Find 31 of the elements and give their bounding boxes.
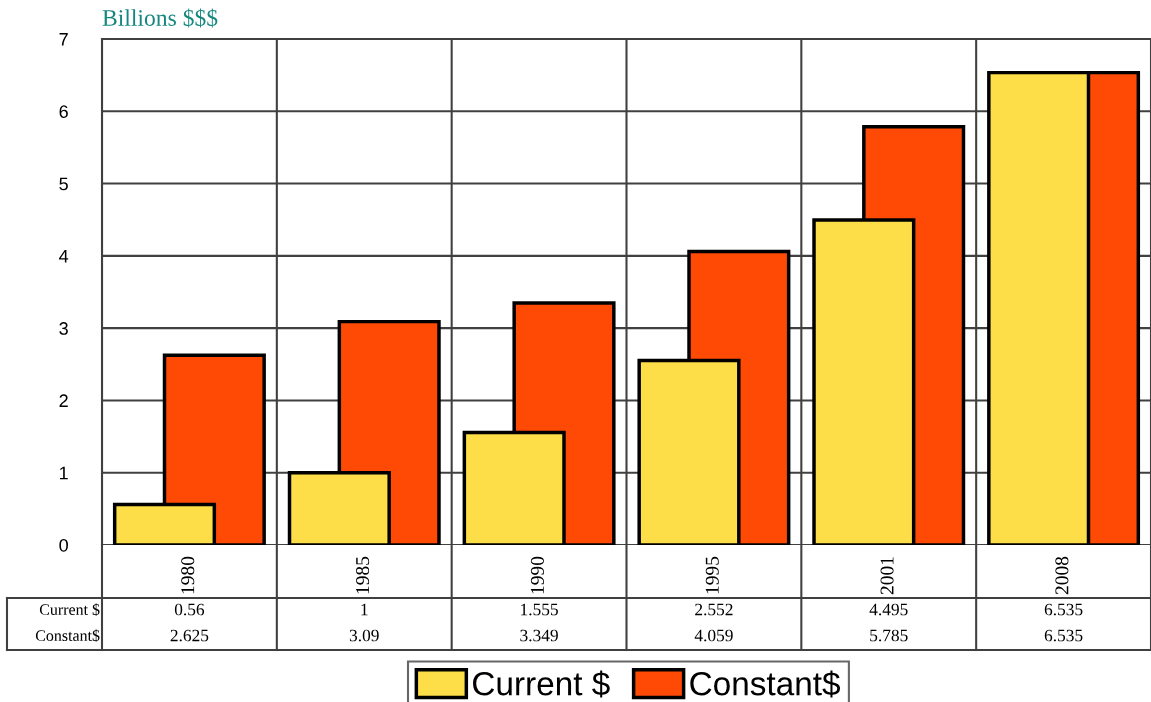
- y-tick-label: 4: [59, 249, 69, 263]
- y-tick-label: 2: [59, 394, 68, 407]
- legend-label: Current $: [473, 670, 610, 698]
- data-label: 3.09: [349, 629, 379, 642]
- text: Constant$: [35, 629, 100, 643]
- data-label: 0.56: [174, 603, 205, 616]
- y-tick-label: 3: [59, 322, 68, 335]
- y-tick-label: 5: [59, 177, 68, 191]
- legend-label: Constant$: [690, 670, 841, 698]
- data-label: 1.555: [521, 603, 558, 616]
- data-label: 4.059: [694, 629, 733, 642]
- y-tick-label: 0: [59, 538, 68, 552]
- y-tick-label: 6: [59, 105, 68, 119]
- data-label: 2.552: [695, 603, 733, 616]
- data-label: 2.625: [170, 629, 209, 642]
- data-label: 5.785: [870, 629, 908, 642]
- x-tick-label: 1995: [705, 556, 719, 594]
- text: Current $: [39, 603, 100, 617]
- x-tick-label: 1980: [181, 556, 195, 594]
- x-tick-label: 2001: [880, 557, 894, 595]
- data-label: 3.349: [520, 629, 558, 642]
- x-tick-label: 1990: [530, 556, 544, 594]
- x-tick-label: 2008: [1055, 556, 1069, 595]
- x-tick-label: 1985: [356, 556, 370, 594]
- data-label: 6.535: [1044, 603, 1083, 616]
- y-tick-label: 1: [60, 466, 68, 480]
- y-tick-label: 7: [59, 33, 68, 46]
- data-label: 4.495: [869, 603, 908, 616]
- data-label: 1: [361, 603, 368, 616]
- data-label: 6.535: [1044, 629, 1083, 642]
- y-axis-title: Billions $$$: [102, 8, 218, 28]
